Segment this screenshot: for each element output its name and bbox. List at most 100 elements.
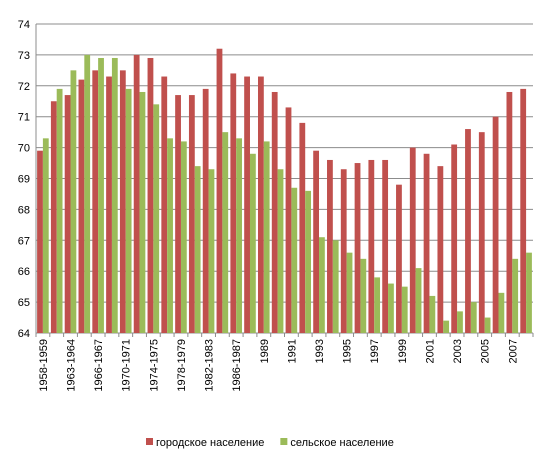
y-tick-labels: 64 65 66 67 68 69 70 71 72 73 74 <box>18 19 30 340</box>
bar-urban <box>119 70 126 333</box>
bar-urban <box>451 144 458 333</box>
bar-urban <box>465 129 471 333</box>
bar-rural <box>305 190 312 333</box>
x-tick-label: 1993 <box>314 339 326 363</box>
x-tick-label: 2003 <box>452 339 464 363</box>
y-tick-label: 67 <box>18 235 30 247</box>
legend-swatch <box>146 438 153 445</box>
bar-rural <box>167 138 173 333</box>
bar-urban <box>244 76 250 333</box>
x-tick-label: 1970-1971 <box>121 339 133 392</box>
bar-rural <box>457 311 463 333</box>
x-tick-label: 2007 <box>507 339 519 363</box>
y-tick-label: 74 <box>18 19 30 31</box>
bar-urban <box>423 153 430 333</box>
bar-rural <box>526 252 532 333</box>
y-tick-label: 69 <box>18 174 30 186</box>
bar-urban <box>285 107 292 334</box>
bar-urban <box>520 88 527 333</box>
bar-rural <box>194 166 201 333</box>
bar-urban <box>216 48 223 333</box>
gridlines <box>36 23 533 334</box>
bar-urban <box>409 147 416 333</box>
bar-rural <box>98 57 104 334</box>
y-tick-label: 72 <box>18 81 30 93</box>
bar-rural <box>346 252 353 333</box>
bar-urban <box>327 159 333 333</box>
bar-urban <box>506 91 513 333</box>
bar-rural <box>291 187 298 333</box>
axes <box>35 24 534 337</box>
bar-rural <box>388 283 394 333</box>
bar-urban <box>175 95 181 333</box>
bar-rural <box>319 237 325 333</box>
x-tick-label: 1986-1987 <box>231 339 243 392</box>
y-tick-label: 71 <box>18 112 30 124</box>
bar-urban <box>147 57 154 334</box>
bar-urban <box>92 70 99 333</box>
bar-rural <box>139 91 146 333</box>
bar-urban <box>313 150 320 333</box>
bar-rural <box>401 286 408 333</box>
bar-urban <box>396 184 402 333</box>
legend-label: городское население <box>156 437 264 449</box>
bar-rural <box>484 317 491 333</box>
bar-urban <box>299 122 306 333</box>
bar-rural <box>277 169 284 333</box>
x-tick-label: 1966-1967 <box>93 339 105 392</box>
y-tick-label: 68 <box>18 204 30 216</box>
bar-urban <box>202 88 209 333</box>
bar-rural <box>125 88 132 333</box>
bar-rural <box>332 240 339 333</box>
bar-rural <box>249 153 256 333</box>
bar-rural <box>360 258 367 333</box>
bar-urban <box>50 101 57 333</box>
bar-urban <box>271 91 278 333</box>
bar-rural <box>443 320 450 333</box>
bar-urban <box>37 150 43 333</box>
bar-rural <box>84 54 91 334</box>
bar-urban <box>188 95 195 333</box>
bar-urban <box>437 166 444 333</box>
bar-urban <box>340 169 347 333</box>
bar-urban <box>64 95 71 333</box>
bar-urban <box>368 159 375 333</box>
x-tick-label: 1989 <box>259 339 271 363</box>
bar-rural <box>374 277 381 333</box>
x-tick-labels: 1958-1959 1963-1964 1966-1967 1970-1971 1974… <box>38 339 519 392</box>
x-tick-label: 1963-1964 <box>66 339 78 392</box>
bar-urban <box>382 159 389 333</box>
y-tick-label: 66 <box>18 266 30 278</box>
x-tick-label: 1995 <box>342 339 354 363</box>
bar-urban <box>133 54 140 334</box>
x-tick-label: 1958-1959 <box>38 339 50 392</box>
x-tick-label: 1974-1975 <box>148 339 160 392</box>
legend-label: сельское население <box>290 437 393 449</box>
y-tick-label: 64 <box>18 328 30 340</box>
bar-rural <box>429 295 436 333</box>
bar-rural <box>415 268 422 333</box>
bar-rural <box>111 57 118 334</box>
bar-rural <box>263 141 270 333</box>
bar-urban <box>257 76 264 333</box>
bar-urban <box>78 79 85 334</box>
bar-rural <box>222 132 229 333</box>
bar-rural <box>208 169 215 333</box>
bar-rural <box>42 138 49 333</box>
y-tick-label: 65 <box>18 297 30 309</box>
x-tick-label: 1999 <box>397 339 409 363</box>
x-tick-label: 2005 <box>480 339 492 363</box>
bar-rural <box>56 88 63 333</box>
x-tick-label: 1982-1983 <box>204 339 216 392</box>
y-tick-label: 70 <box>18 143 30 155</box>
bar-rural <box>236 138 242 333</box>
x-tick-label: 1997 <box>369 339 381 363</box>
bars <box>37 48 532 334</box>
bar-urban <box>230 73 237 333</box>
legend: городское население сельское население <box>146 437 394 449</box>
bar-rural <box>498 292 505 333</box>
bar-rural <box>70 70 77 333</box>
bar-urban <box>161 76 168 333</box>
bar-urban <box>106 76 112 333</box>
